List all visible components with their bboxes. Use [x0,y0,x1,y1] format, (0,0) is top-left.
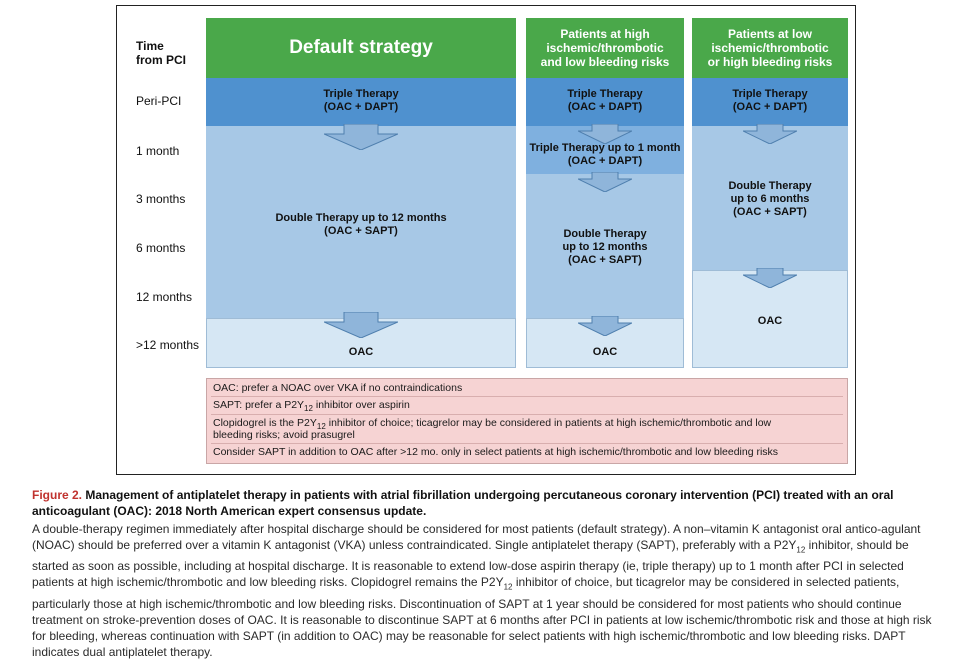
high-ischemic-double-line1: Double Therapy [563,228,647,240]
note-consider-sapt: Consider SAPT in addition to OAC after >… [213,446,779,458]
low-ischemic-double-line1: Double Therapy [728,180,812,192]
high-ischemic-arrow-1-icon [578,124,632,144]
high-ischemic-triple-line1: Triple Therapy [567,88,643,100]
low-ischemic-title-line3: or high bleeding risks [707,55,833,69]
default-arrow-2-icon [324,312,398,338]
caption-body-sub1: 12 [796,545,806,555]
note-separator-1 [211,396,843,397]
default-triple-therapy-block [206,78,516,126]
high-ischemic-column: Patients at high ischemic/thrombotic and… [526,18,684,368]
high-ischemic-triple-line2: (OAC + DAPT) [567,101,643,113]
time-axis-header: Time from PCI [136,39,186,67]
high-ischemic-double-block [526,174,684,318]
low-ischemic-arrow-1-icon [743,124,797,144]
note-sapt-sub: 12 [304,404,313,414]
note-clopidogrel: Clopidogrel is the P2Y12 inhibitor of ch… [213,417,771,433]
time-axis-header-line2: from PCI [136,53,187,67]
note-sapt: SAPT: prefer a P2Y12 inhibitor over aspi… [213,399,410,415]
high-ischemic-double-label: Double Therapy up to 12 months (OAC + SA… [526,228,684,267]
caption-body-part1: A double-therapy regimen immediately aft… [32,522,921,552]
low-ischemic-triple-line1: Triple Therapy [732,88,808,100]
low-ischemic-triple-block [692,78,848,126]
note-sapt-post: inhibitor over aspirin [312,399,410,411]
default-double-therapy-block [206,126,516,318]
low-ischemic-triple-label: Triple Therapy (OAC + DAPT) [692,88,848,114]
high-ischemic-title-line2: ischemic/thrombotic [546,41,664,55]
high-ischemic-double-line2: up to 12 months [562,241,648,253]
default-triple-line1: Triple Therapy [323,88,399,100]
note-clopidogrel-post: inhibitor of choice; ticagrelor may be c… [325,417,772,429]
low-ischemic-double-line2: up to 6 months [730,193,810,205]
default-triple-therapy-label: Triple Therapy (OAC + DAPT) [206,88,516,114]
low-ischemic-title-line2: ischemic/thrombotic [711,41,829,55]
time-label-12-months: 12 months [136,290,193,304]
note-clopidogrel-line2: bleeding risks; avoid prasugrel [213,429,355,441]
default-arrow-1-icon [324,124,398,150]
low-ischemic-triple-line2: (OAC + DAPT) [732,101,808,113]
note-separator-3 [211,443,843,444]
note-oac: OAC: prefer a NOAC over VKA if no contra… [213,382,463,394]
figure-caption-title: Figure 2. Management of antiplatelet the… [32,487,944,519]
note-clopidogrel-pre: Clopidogrel is the P2Y [213,417,317,429]
figure-title: Management of antiplatelet therapy in pa… [32,488,894,518]
default-triple-line2: (OAC + DAPT) [323,101,399,113]
time-axis-header-line1: Time [136,39,164,53]
note-clopidogrel-sub: 12 [316,422,326,432]
low-ischemic-double-label: Double Therapy up to 6 months (OAC + SAP… [692,180,848,219]
high-ischemic-triple-extended-line1: Triple Therapy up to 1 month [529,142,681,154]
default-double-line2: (OAC + SAPT) [324,225,398,237]
high-ischemic-title-line1: Patients at high [560,27,650,41]
caption-body-part3: inhibitor of choice, but ticagrelor may … [32,575,932,659]
figure-label: Figure 2. [32,488,83,502]
time-label-peri-pci: Peri-PCI [136,94,182,108]
low-ischemic-oac-label: OAC [757,315,783,327]
low-ischemic-double-block [692,126,848,270]
high-ischemic-triple-block [526,78,684,126]
caption-body-part2: inhibitor, should be started as soon as … [32,538,909,590]
default-strategy-header: Default strategy [206,18,516,78]
note-sapt-pre: SAPT: prefer a P2Y [213,399,305,411]
low-ischemic-header: Patients at low ischemic/thrombotic or h… [692,18,848,78]
high-ischemic-triple-extended-line2: (OAC + DAPT) [567,155,643,167]
high-ischemic-triple-label: Triple Therapy (OAC + DAPT) [526,88,684,114]
low-ischemic-arrow-2-icon [743,268,797,288]
low-ischemic-column: Patients at low ischemic/thrombotic or h… [692,18,848,368]
high-ischemic-arrow-3-icon [578,316,632,336]
figure-caption-body: A double-therapy regimen immediately aft… [32,521,944,660]
low-ischemic-title-line1: Patients at low [727,27,813,41]
default-double-therapy-label: Double Therapy up to 12 months (OAC + SA… [206,212,516,238]
time-label-3-months: 3 months [136,192,186,206]
high-ischemic-header: Patients at high ischemic/thrombotic and… [526,18,684,78]
default-double-line1: Double Therapy up to 12 months [275,212,447,224]
high-ischemic-title-line3: and low bleeding risks [540,55,670,69]
high-ischemic-arrow-2-icon [578,172,632,192]
high-ischemic-triple-extended-label: Triple Therapy up to 1 month (OAC + DAPT… [526,142,684,168]
default-strategy-column: Default strategy Triple Therapy (OAC + D… [206,18,516,368]
time-label-6-months: 6 months [136,241,186,255]
default-oac-label: OAC [348,346,374,358]
time-label-1-month: 1 month [136,144,180,158]
default-strategy-title: Default strategy [289,37,433,58]
notes-box: OAC: prefer a NOAC over VKA if no contra… [206,378,848,464]
high-ischemic-double-line3: (OAC + SAPT) [568,254,642,266]
low-ischemic-double-line3: (OAC + SAPT) [733,206,807,218]
caption-body-sub2: 12 [503,582,513,592]
time-label-over-12-months: >12 months [136,338,200,352]
high-ischemic-oac-label: OAC [592,346,618,358]
note-separator-2 [211,414,843,415]
